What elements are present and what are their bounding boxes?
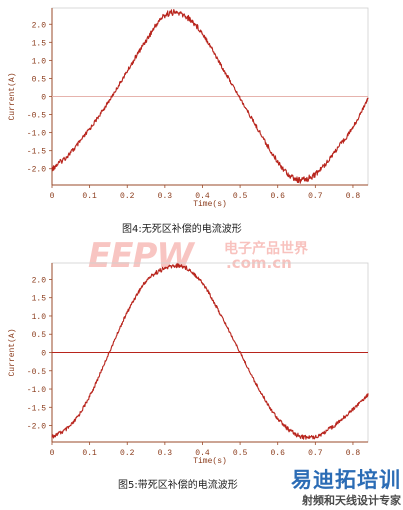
y-tick-label: -2.0: [27, 423, 46, 432]
x-tick-label: 0.6: [271, 449, 286, 458]
y-tick-label: -1.5: [27, 404, 46, 413]
x-tick-label: 0.5: [233, 449, 248, 458]
data-point: [201, 282, 204, 284]
y-axis-label: Current(A): [8, 328, 17, 376]
data-point: [51, 435, 53, 438]
data-point: [107, 353, 110, 355]
y-tick-label: 0.5: [32, 75, 47, 84]
data-point: [89, 128, 91, 130]
data-point: [367, 393, 369, 396]
x-tick-label: 0.4: [195, 449, 210, 458]
brand-logo: 易迪拓培训 射频和天线设计专家: [273, 462, 401, 508]
y-tick-label: -2.0: [27, 166, 46, 175]
data-point: [220, 65, 222, 67]
data-point: [126, 70, 128, 72]
x-axis-label: Time(s): [193, 457, 227, 466]
x-tick-label: 0: [50, 192, 55, 201]
data-point: [295, 434, 298, 436]
data-point: [239, 97, 241, 99]
data-point: [314, 435, 316, 438]
data-point: [258, 130, 260, 132]
y-tick-label: 1.0: [32, 313, 47, 322]
brand-tagline: 射频和天线设计专家: [302, 494, 401, 507]
series-line: [51, 9, 369, 184]
y-tick-label: -1.0: [27, 130, 46, 139]
data-point: [70, 151, 72, 154]
data-point: [333, 151, 335, 154]
y-tick-label: 0: [41, 350, 46, 359]
x-tick-label: 0.7: [308, 192, 323, 201]
x-tick-label: 0.1: [82, 449, 97, 458]
data-point: [352, 408, 354, 410]
y-tick-label: -0.5: [27, 112, 46, 121]
y-tick-label: 1.5: [32, 295, 47, 304]
watermark-cn: 电子产品世界: [224, 241, 308, 257]
x-tick-label: 0.3: [158, 449, 173, 458]
data-point: [220, 315, 222, 317]
data-point: [51, 168, 53, 170]
data-point: [164, 14, 166, 16]
x-tick-label: 0.7: [308, 449, 323, 458]
data-point: [239, 351, 241, 354]
y-tick-label: -1.0: [27, 386, 46, 395]
x-tick-label: 0.2: [120, 449, 135, 458]
x-tick-label: 0.6: [271, 192, 286, 201]
y-tick-label: 1.0: [32, 57, 47, 66]
y-tick-label: 2.0: [32, 21, 47, 30]
x-tick-label: 0: [50, 449, 55, 458]
data-point: [126, 311, 128, 313]
y-tick-label: 0: [41, 94, 46, 103]
x-tick-label: 0.3: [158, 192, 173, 201]
data-point: [367, 97, 369, 99]
x-tick-label: 0.8: [346, 449, 361, 458]
x-tick-label: 0.2: [120, 192, 135, 201]
data-point: [183, 14, 185, 16]
y-axis-label: Current(A): [8, 72, 17, 120]
y-tick-label: 0.5: [32, 331, 47, 340]
data-point: [295, 178, 298, 181]
chart-no-deadzone-compensation: 2.0 1.5 1.0 0.5 0 -0.5 -1.0 -1.5 -2.0 0 0.1 0.2 0.3 0…: [8, 7, 369, 209]
data-point: [314, 173, 316, 175]
x-tick-label: 0.8: [346, 192, 361, 201]
chart-caption-1: 图4:无死区补偿的电流波形: [122, 224, 242, 235]
data-point: [107, 101, 110, 103]
brand-name: 易迪拓培训: [291, 468, 401, 492]
data-point: [277, 160, 279, 163]
y-tick-label: -0.5: [27, 368, 46, 377]
data-point: [164, 267, 166, 270]
data-point: [70, 424, 72, 427]
data-point: [352, 126, 354, 128]
chart-caption-2: 图5:带死区补偿的电流波形: [118, 480, 238, 491]
x-tick-label: 0.4: [195, 192, 210, 201]
y-tick-label: -1.5: [27, 148, 46, 157]
data-point: [258, 388, 260, 390]
data-point: [201, 32, 204, 34]
x-tick-label: 0.1: [82, 192, 97, 201]
data-point: [145, 280, 147, 282]
data-point: [277, 417, 279, 419]
data-point: [333, 424, 335, 427]
data-point: [183, 266, 185, 268]
y-tick-label: 2.0: [32, 276, 47, 285]
chart-with-deadzone-compensation: 2.0 1.5 1.0 0.5 0 -0.5 -1.0 -1.5 -2.0 0 0.1 0.2 0.3 0…: [8, 262, 369, 466]
x-tick-label: 0.5: [233, 192, 248, 201]
data-point: [145, 39, 147, 42]
y-tick-label: 1.5: [32, 39, 47, 48]
series-line: [51, 262, 369, 440]
x-axis-label: Time(s): [193, 200, 227, 209]
data-point: [89, 395, 91, 397]
